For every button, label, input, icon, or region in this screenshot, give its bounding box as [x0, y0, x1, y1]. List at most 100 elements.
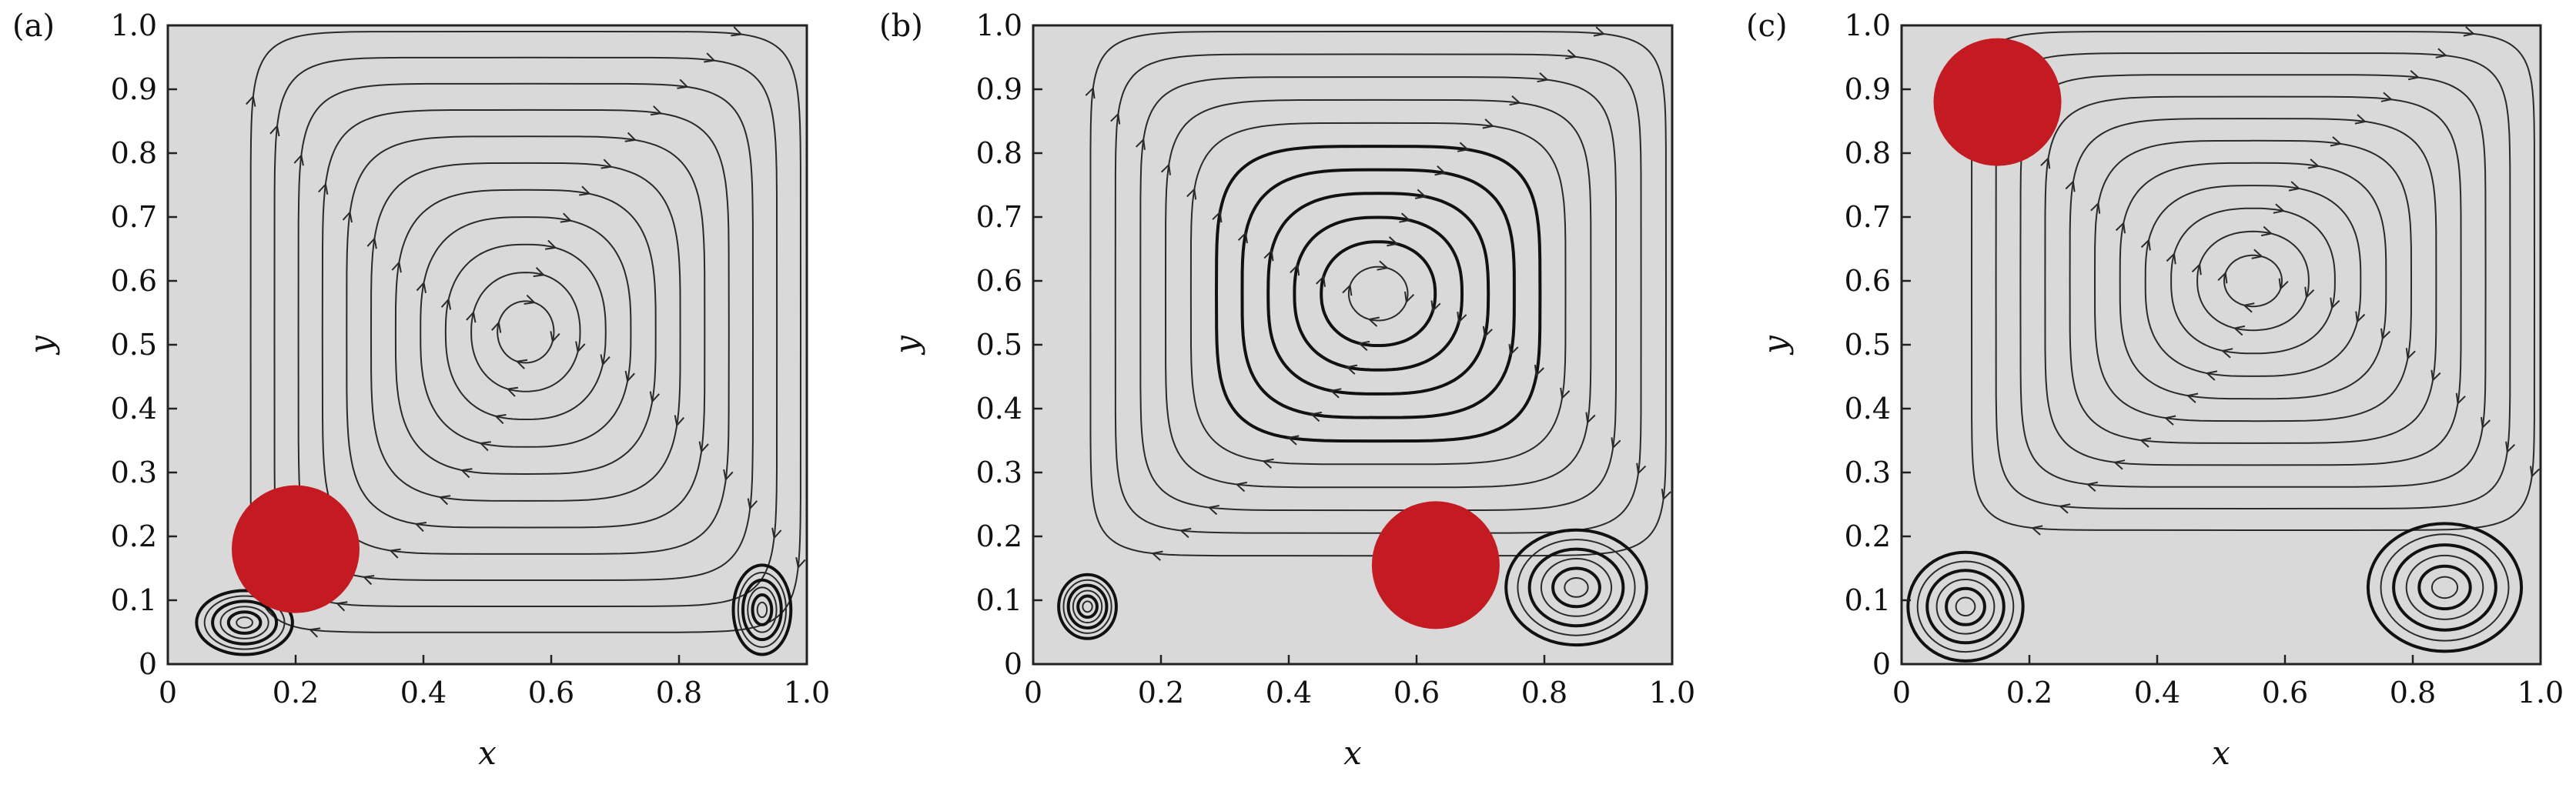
flow-arrow: [2307, 159, 2320, 169]
flow-arrow: [1534, 364, 1544, 377]
panel-label: (c): [1746, 8, 1788, 44]
flow-arrow: [2380, 328, 2391, 341]
streamline: [346, 135, 706, 529]
panel-2: 0 0.2 0.4 0.6 0.8 1.0 0 0.1 0.2 0.3 0.4 0.5 0.6 0.7 0.…: [879, 8, 1695, 772]
vortex-loop: [1517, 539, 1636, 636]
x-tick-label: 0.2: [2006, 676, 2052, 710]
streamline: [2196, 230, 2310, 332]
flow-arrow: [677, 78, 689, 89]
flow-arrow: [771, 527, 782, 540]
vortex-loop: [1564, 577, 1589, 598]
flow-arrow: [723, 469, 734, 482]
y-tick-label: 0.4: [111, 392, 157, 426]
streamline: [2119, 162, 2387, 400]
flow-arrow: [479, 441, 491, 452]
y-tick-label: 0: [1872, 647, 1891, 681]
flow-arrow: [674, 415, 685, 427]
flow-arrow: [1377, 260, 1389, 271]
x-tick-label: 0.4: [2134, 676, 2180, 710]
x-tick-label: 0.6: [528, 676, 574, 710]
flow-arrow: [2086, 481, 2099, 492]
flow-arrow: [2330, 136, 2343, 147]
x-tick-label: 0.2: [1138, 676, 1184, 710]
streamline: [370, 162, 681, 502]
y-tick-label: 0.6: [1845, 264, 1891, 298]
flow-arrow: [515, 359, 528, 369]
flow-arrow: [2481, 416, 2491, 429]
vortex-loop: [1945, 586, 1986, 626]
vortex-loop: [1072, 589, 1103, 624]
flow-arrow: [269, 124, 280, 137]
vortex-loop: [737, 572, 788, 648]
flow-arrow: [1565, 49, 1577, 60]
y-axis-label: y: [22, 335, 60, 356]
flow-arrow: [2113, 459, 2126, 470]
flow-arrow: [246, 95, 256, 107]
flow-arrow: [524, 294, 537, 305]
vortex-loop: [2417, 564, 2472, 611]
streamline: [1995, 52, 2511, 510]
flow-arrow: [533, 267, 546, 278]
x-tick-label: 0.8: [2390, 676, 2436, 710]
flow-arrow: [440, 298, 452, 310]
secondary-vortex-2: [2366, 522, 2524, 653]
y-tick-label: 0.4: [976, 392, 1022, 426]
vortex-loop: [1540, 558, 1613, 617]
particle: [1371, 501, 1500, 629]
y-tick-label: 0.3: [111, 456, 157, 489]
streamlines: [1906, 26, 2540, 663]
y-axis-label: y: [1756, 335, 1794, 356]
vortex-loop: [731, 563, 793, 656]
y-tick-label: 0: [139, 647, 157, 681]
y-tick-label: 0.8: [976, 136, 1022, 170]
x-tick-label: 0: [159, 676, 177, 710]
flow-arrow: [466, 310, 477, 323]
y-tick-label: 0.6: [976, 264, 1022, 298]
flow-arrow: [1661, 489, 1671, 501]
flow-arrow: [1414, 189, 1427, 199]
flow-arrow: [1237, 231, 1248, 244]
flow-arrow: [560, 212, 573, 223]
flow-arrow: [544, 239, 557, 250]
panel-1: 0 0.2 0.4 0.6 0.8 1.0 0 0.1 0.2 0.3 0.4 0.5 0.6 0.7 0.…: [12, 8, 830, 772]
x-tick-label: 0.4: [400, 676, 447, 710]
flow-arrow: [1290, 263, 1300, 276]
flow-arrow: [2530, 466, 2540, 479]
flow-arrow: [1235, 481, 1247, 492]
vortex-loop: [741, 578, 783, 642]
flow-arrow: [650, 105, 663, 116]
flow-arrow: [1387, 236, 1399, 247]
y-tick-label: 0.3: [976, 456, 1022, 489]
y-tick-label: 0.8: [1845, 136, 1891, 170]
flow-arrow: [416, 281, 427, 293]
flow-arrow: [1262, 458, 1274, 469]
flow-arrow: [391, 260, 402, 273]
x-tick-label: 0.8: [1521, 676, 1567, 710]
flow-arrow: [1110, 112, 1121, 125]
y-tick-label: 0.7: [1845, 200, 1891, 234]
flow-arrow: [1434, 165, 1447, 176]
flow-arrow: [2040, 156, 2051, 169]
y-axis-label: y: [888, 335, 925, 356]
vortex-loop: [1082, 600, 1093, 613]
vortex-loop: [1066, 583, 1109, 629]
x-axis-label: x: [1343, 734, 1362, 772]
flow-arrow: [1399, 212, 1411, 223]
flow-arrow: [2251, 249, 2263, 259]
flow-arrow: [698, 441, 709, 453]
streamline: [420, 216, 632, 448]
flow-arrow: [1593, 26, 1606, 37]
flow-arrow: [2505, 441, 2516, 454]
flow-arrow: [1345, 364, 1358, 375]
flow-arrow: [1367, 316, 1380, 327]
secondary-vortex-1: [195, 589, 294, 656]
flow-arrow: [1135, 138, 1146, 150]
y-tick-label: 0.2: [976, 519, 1022, 553]
vortex-loop: [1935, 579, 1996, 635]
flow-arrow: [335, 601, 348, 612]
y-tick-label: 0.1: [111, 583, 157, 617]
flow-arrow: [460, 468, 473, 479]
flow-arrow: [2355, 311, 2366, 324]
flow-arrow: [1160, 163, 1171, 175]
flow-arrow: [2288, 181, 2301, 192]
